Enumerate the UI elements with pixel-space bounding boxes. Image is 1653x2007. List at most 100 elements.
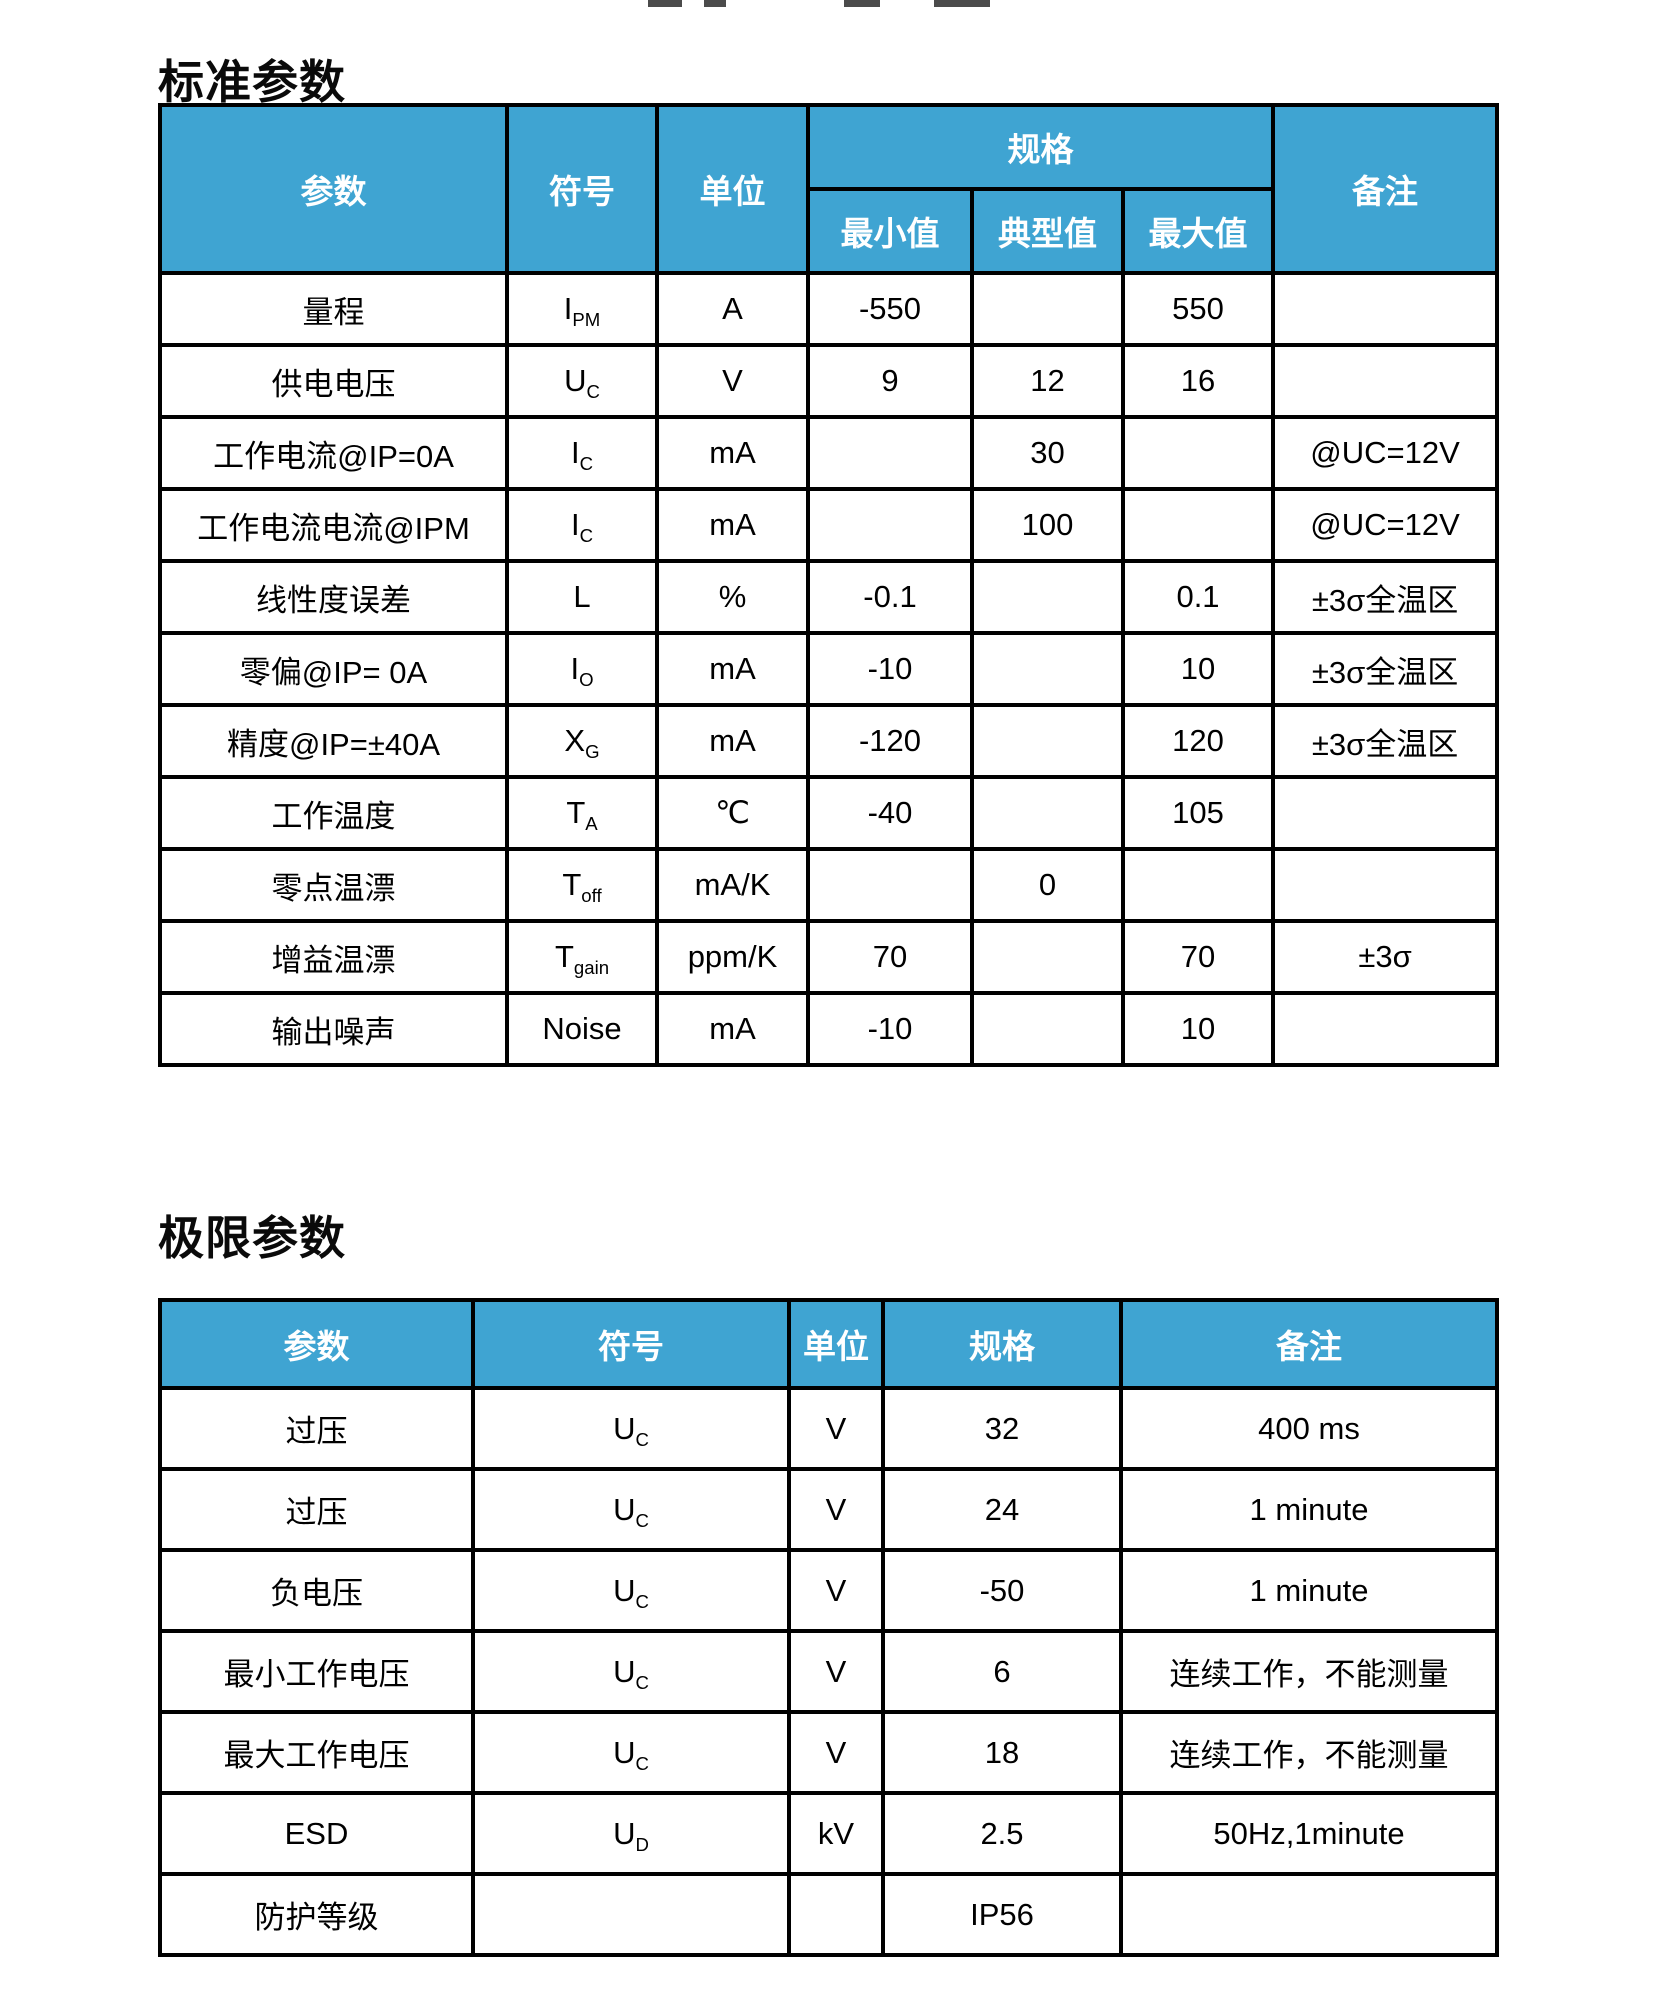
table-row: 量程 IPM A -550 550: [158, 271, 1500, 347]
cell-unit: V: [787, 1710, 885, 1795]
table-row: 增益温漂 Tgain ppm/K 70 70 ±3σ: [158, 919, 1500, 995]
cell-unit: A: [655, 271, 810, 347]
cell-max: 120: [1120, 703, 1276, 779]
cell-max: 10: [1120, 991, 1276, 1067]
symbol-subscript: D: [635, 1833, 649, 1855]
clipped-text-artifact: [648, 0, 990, 7]
cell-typ: [970, 775, 1125, 851]
table-row: 零点温漂 Toff mA/K 0: [158, 847, 1500, 923]
header-note: 备注: [1119, 1298, 1499, 1390]
cell-symbol: Toff: [505, 847, 659, 923]
header-note: 备注: [1271, 103, 1500, 275]
cell-unit: V: [787, 1548, 885, 1633]
table-row: 最小工作电压 UC V 6 连续工作，不能测量: [158, 1629, 1499, 1714]
header-spec: 规格: [881, 1298, 1123, 1390]
limit-parameters-title: 极限参数: [158, 1211, 346, 1264]
cell-note: 连续工作，不能测量: [1119, 1710, 1499, 1795]
cell-max: 70: [1120, 919, 1276, 995]
symbol-subscript: C: [579, 453, 594, 475]
cell-spec: 24: [881, 1467, 1123, 1552]
cell-note: ±3σ: [1271, 919, 1500, 995]
table-row: 工作温度 TA ℃ -40 105: [158, 775, 1500, 851]
cell-param: 输出噪声: [158, 991, 509, 1067]
cell-max: 10: [1120, 631, 1276, 707]
symbol-subscript: gain: [573, 957, 610, 979]
cell-min: -10: [806, 991, 974, 1067]
cell-min: [806, 487, 974, 563]
cell-min: 70: [806, 919, 974, 995]
cell-typ: [970, 703, 1125, 779]
cell-param: 零点温漂: [158, 847, 509, 923]
table-row: 过压 UC V 24 1 minute: [158, 1467, 1499, 1552]
cell-symbol: UD: [471, 1791, 791, 1876]
cell-typ: 12: [970, 343, 1125, 419]
cell-min: -550: [806, 271, 974, 347]
cell-typ: [970, 919, 1125, 995]
cell-max: 0.1: [1120, 559, 1276, 635]
header-typ: 典型值: [970, 187, 1125, 275]
cell-symbol: L: [505, 559, 659, 635]
cell-symbol: IC: [505, 487, 659, 563]
cell-note: [1271, 775, 1500, 851]
symbol-subscript: C: [635, 1590, 649, 1612]
cell-symbol: UC: [471, 1710, 791, 1795]
cell-unit: mA: [655, 703, 810, 779]
limit-parameters-table: 参数 符号 单位 规格 备注 过压 UC V 32 400 ms 过压 UC V 24 1 min…: [158, 1298, 1499, 1957]
cell-min: [806, 847, 974, 923]
cell-typ: 100: [970, 487, 1125, 563]
cell-param: 工作电流电流@IPM: [158, 487, 509, 563]
cell-typ: 30: [970, 415, 1125, 491]
cell-note: ±3σ全温区: [1271, 703, 1500, 779]
table-row: ESD UD kV 2.5 50Hz,1minute: [158, 1791, 1499, 1876]
cell-symbol: UC: [471, 1548, 791, 1633]
symbol-subscript: off: [581, 885, 602, 907]
header-symbol: 符号: [471, 1298, 791, 1390]
cell-param: 线性度误差: [158, 559, 509, 635]
symbol-subscript: C: [586, 381, 600, 403]
header-symbol: 符号: [505, 103, 659, 275]
header-min: 最小值: [806, 187, 974, 275]
cell-param: 工作温度: [158, 775, 509, 851]
cell-unit: [787, 1872, 885, 1957]
cell-unit: %: [655, 559, 810, 635]
cell-typ: [970, 271, 1125, 347]
cell-note: [1271, 991, 1500, 1067]
cell-param: 最大工作电压: [158, 1710, 475, 1795]
standard-parameters-title: 标准参数: [158, 55, 346, 108]
header-unit: 单位: [787, 1298, 885, 1390]
cell-symbol: UC: [505, 343, 659, 419]
cell-note: 1 minute: [1119, 1548, 1499, 1633]
cell-symbol: Noise: [505, 991, 659, 1067]
cell-unit: ℃: [655, 775, 810, 851]
symbol-base: U: [613, 1734, 636, 1770]
header-row-1: 参数 符号 单位 规格 备注: [158, 103, 1500, 275]
cell-symbol: IO: [505, 631, 659, 707]
cell-spec: 32: [881, 1386, 1123, 1471]
cell-param: 零偏@IP= 0A: [158, 631, 509, 707]
cell-max: [1120, 847, 1276, 923]
table-row: 输出噪声 Noise mA -10 10: [158, 991, 1500, 1067]
cell-unit: V: [787, 1629, 885, 1714]
cell-symbol: IC: [505, 415, 659, 491]
symbol-base: U: [613, 1653, 636, 1689]
cell-spec: 18: [881, 1710, 1123, 1795]
cell-min: -0.1: [806, 559, 974, 635]
symbol-base: I: [563, 291, 573, 326]
symbol-base: X: [564, 723, 586, 758]
cell-unit: kV: [787, 1791, 885, 1876]
cell-max: 550: [1120, 271, 1276, 347]
cell-param: 工作电流@IP=0A: [158, 415, 509, 491]
limit-table-header: 参数 符号 单位 规格 备注: [158, 1298, 1499, 1390]
symbol-base: T: [562, 867, 582, 902]
header-row-2: 最小值 典型值 最大值: [160, 187, 1497, 275]
symbol-base: L: [573, 579, 591, 614]
cell-note: 400 ms: [1119, 1386, 1499, 1471]
cell-spec: -50: [881, 1548, 1123, 1633]
symbol-base: U: [564, 363, 587, 398]
table-row: 防护等级 IP56: [158, 1872, 1499, 1957]
cell-unit: V: [787, 1386, 885, 1471]
cell-symbol: TA: [505, 775, 659, 851]
cell-param: ESD: [158, 1791, 475, 1876]
cell-param: 供电电压: [158, 343, 509, 419]
table-row: 工作电流@IP=0A IC mA 30 @UC=12V: [158, 415, 1500, 491]
